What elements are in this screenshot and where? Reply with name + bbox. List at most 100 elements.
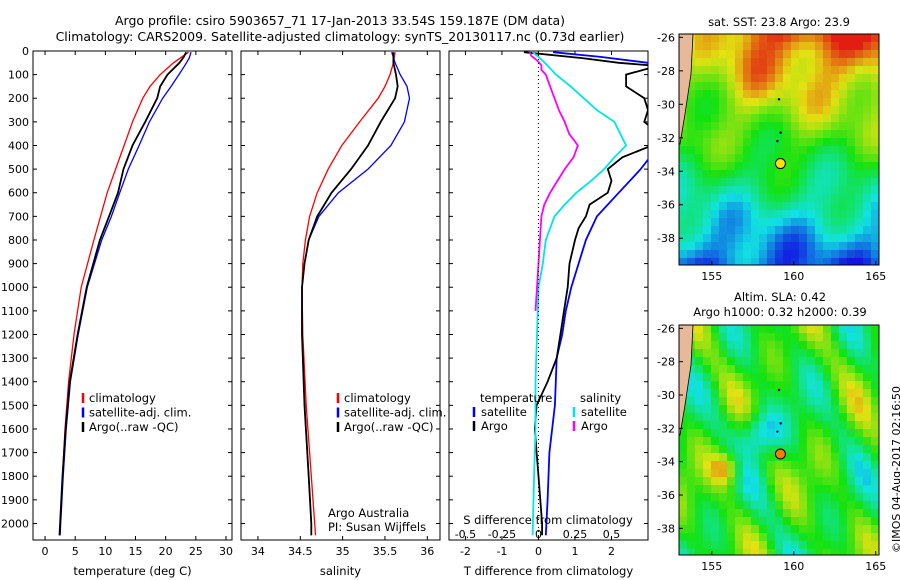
sst-map-cell [743,202,752,211]
sst-map-cell [743,194,752,203]
sst-map-cell [727,42,736,51]
sst-map-cell [767,218,776,227]
sla-map-cell [823,397,832,406]
sst-map-cell [863,58,872,67]
sla-map-cell [687,493,696,502]
sla-map-cell [719,533,728,542]
sla-map-cell [783,453,792,462]
sdiff-tick-label: -0.25 [488,528,516,541]
sst-map-cell [695,98,704,107]
sla-map-cell [799,501,808,510]
sla-map-cell [743,501,752,510]
sst-map-cell [847,186,856,195]
sst-map-cell [719,82,728,91]
sst-map-cell [711,194,720,203]
sst-map-title: sat. SST: 23.8 Argo: 23.9 [708,15,850,29]
sla-map-cell [807,549,816,555]
sst-map-cell [767,242,776,251]
sla-map-cell [807,445,816,454]
depth-tick-label: 500 [8,163,29,176]
sst-map-cell [871,50,879,59]
sla-map-cell [727,397,736,406]
sla-map-cell [719,357,728,366]
sst-map-cell [767,114,776,123]
sst-map-cell [687,234,696,243]
sst-map-cell [703,138,712,147]
sla-map-cell [815,373,824,382]
sst-map-cell [791,146,800,155]
sla-map-cell [791,525,800,534]
depth-tick-label: 1900 [1,494,29,507]
sla-map-cell [767,461,776,470]
sla-map-cell [855,421,864,430]
sla-map-cell [799,437,808,446]
sla-map-cell [727,517,736,526]
sla-map-cell [767,501,776,510]
sla-map-cell [775,429,784,438]
sst-map-cell [751,114,760,123]
sla-map-cell [783,357,792,366]
sst-map-cell [855,90,864,99]
sst-map-cell [679,170,688,179]
sla-map-cell [751,533,760,542]
sla-map-cell [687,453,696,462]
sst-map-cell [735,42,744,51]
sst-map-cell [863,130,872,139]
sla-map-cell [839,493,848,502]
sla-map-cell [687,517,696,526]
sla-map-cell [775,437,784,446]
sst-map-cell [775,82,784,91]
sla-map-cell [751,477,760,486]
sst-map-cell [759,98,768,107]
sla-map-cell [775,541,784,550]
sst-map-cell [871,90,879,99]
sla-map-cell [823,429,832,438]
sla-map-cell [791,445,800,454]
sla-map-cell [719,389,728,398]
sst-map-cell [783,226,792,235]
sla-map-cell [751,461,760,470]
sst-map-cell [871,226,879,235]
depth-tick-label: 0 [22,45,29,58]
sla-map-cell [767,381,776,390]
sst-map-cell [687,178,696,187]
sst-map-cell [783,146,792,155]
sst-map-cell [703,42,712,51]
sst-map-cell [807,210,816,219]
sla-map-cell [759,437,768,446]
sla-map-cell [719,437,728,446]
difference-xtick-label: 0 [535,545,542,558]
sst-map-cell [703,258,712,265]
sst-map-cell [735,138,744,147]
sla-map-cell [711,509,720,518]
sst-map-cell [847,202,856,211]
credit-pi: PI: Susan Wijffels [328,520,427,534]
sst-map-cell [719,242,728,251]
sla-map-cell [719,349,728,358]
temperature-xtick-label: 0 [42,545,49,558]
sst-map-cell [855,186,864,195]
sst-map-cell [727,82,736,91]
sst-map-cell [807,234,816,243]
sst-map-cell [751,98,760,107]
sla-map-cell [823,461,832,470]
sst-map-cell [727,234,736,243]
sla-map-cell [863,413,872,422]
sst-map-cell [735,114,744,123]
sla-map-cell [695,493,704,502]
sst-map-cell [687,186,696,195]
sla-map-cell [831,429,840,438]
sst-map-cell [783,194,792,203]
sla-map-cell [791,541,800,550]
sla-map-cell [679,461,688,470]
sst-map-cell [711,146,720,155]
sla-map-cell [759,477,768,486]
sla-map-cell [807,509,816,518]
sst-map-cell [815,162,824,171]
sst-map-cell [823,226,832,235]
sst-map-cell [799,90,808,99]
sla-map-cell [735,429,744,438]
sst-map-cell [703,178,712,187]
sst-map-cell [863,98,872,107]
sst-map-cell [799,74,808,83]
